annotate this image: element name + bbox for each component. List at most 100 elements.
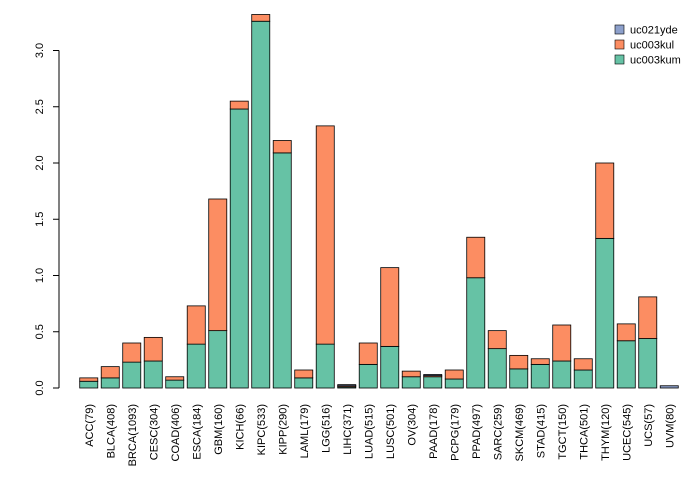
bar-uc003kum-16: [423, 376, 443, 389]
x-axis-labels: ACC(79) BLCA(408) BRCA(1093) CESC(304) COAD(…: [84, 404, 677, 466]
y-axis: 0.0 0.5 1.0 1.5 2.0 2.5 3.0: [34, 43, 60, 396]
y-tick-label: 3.0: [34, 43, 46, 58]
bar-uc003kul-7: [229, 100, 249, 110]
bar-uc021yde-27: [659, 385, 679, 389]
x-tick-label: ACC(79): [84, 404, 96, 447]
bar-uc003kul-14: [380, 267, 400, 347]
bar-uc003kul-20: [509, 354, 529, 370]
x-tick-label: ESCA(184): [191, 404, 203, 460]
y-tick-label: 2.5: [34, 99, 46, 114]
bar-uc003kul-21: [530, 358, 550, 365]
bar-uc003kum-8: [251, 20, 271, 389]
bar-uc003kum-11: [315, 343, 335, 389]
bar-uc003kul-15: [401, 370, 421, 378]
x-tick-label: SKCM(469): [514, 404, 526, 461]
x-tick-label: LAML(179): [299, 404, 311, 458]
bar-uc003kum-22: [552, 360, 572, 389]
x-tick-label: SARC(259): [492, 404, 504, 460]
bar-uc003kum-20: [509, 368, 529, 389]
bar-uc003kul-1: [100, 366, 120, 379]
x-tick-label: KIPP(290): [277, 404, 289, 455]
x-tick-label: PAAD(178): [428, 404, 440, 459]
x-tick-label: STAD(415): [535, 404, 547, 458]
bar-uc003kul-9: [272, 140, 292, 154]
x-tick-label: OV(304): [406, 404, 418, 446]
bar-uc003kul-6: [208, 198, 228, 332]
bar-uc003kum-21: [530, 363, 550, 389]
bars: [79, 14, 679, 389]
x-tick-label: KIPC(533): [256, 404, 268, 455]
bar-uc021yde-16: [423, 374, 443, 377]
x-tick-label: BLCA(408): [105, 404, 117, 458]
y-tick-label: 0.0: [34, 380, 46, 395]
x-tick-label: UCS(57): [643, 404, 655, 447]
bar-uc003kul-18: [466, 236, 486, 279]
bar-uc003kul-17: [444, 369, 464, 380]
x-tick-label: THYM(120): [600, 404, 612, 461]
y-tick-label: 1.5: [34, 212, 46, 227]
legend-label-uc021yde: uc021yde: [630, 25, 678, 37]
bar-uc003kum-17: [444, 378, 464, 389]
bar-uc003kum-2: [122, 361, 142, 389]
bar-uc003kul-26: [638, 296, 658, 339]
bar-uc003kul-22: [552, 324, 572, 362]
legend-swatch-uc021yde: [614, 24, 625, 35]
bar-uc003kum-1: [100, 377, 120, 389]
bar-uc003kul-24: [595, 162, 615, 239]
legend-label-uc003kul: uc003kul: [630, 40, 674, 52]
bar-uc003kul-19: [487, 330, 507, 350]
bar-uc003kum-18: [466, 277, 486, 389]
bar-uc003kum-19: [487, 348, 507, 389]
bar-uc003kum-14: [380, 345, 400, 389]
x-tick-label: THCA(501): [578, 404, 590, 460]
bar-uc003kul-4: [165, 376, 185, 381]
bar-uc003kul-11: [315, 125, 335, 345]
x-tick-label: CESC(304): [148, 404, 160, 460]
x-tick-label: UCEC(545): [621, 404, 633, 461]
bar-uc003kum-4: [165, 379, 185, 389]
x-tick-label: BRCA(1093): [127, 404, 139, 466]
y-tick-label: 0.5: [34, 324, 46, 339]
bar-uc003kul-13: [358, 342, 378, 365]
bar-uc003kul-3: [143, 336, 163, 362]
bar-uc003kum-23: [573, 369, 593, 389]
x-tick-label: PCPG(179): [449, 404, 461, 461]
x-tick-label: KICH(66): [234, 404, 246, 450]
bar-uc003kul-8: [251, 14, 271, 22]
x-tick-label: COAD(406): [170, 404, 182, 461]
bar-uc003kul-0: [79, 377, 99, 382]
x-tick-label: LGG(516): [320, 404, 332, 453]
bar-uc003kul-10: [294, 369, 314, 379]
bar-uc003kum-0: [79, 380, 99, 389]
legend-swatch-uc003kul: [614, 39, 625, 50]
x-tick-label: UVM(80): [664, 404, 676, 448]
legend-swatch-uc003kum: [614, 54, 625, 65]
bar-uc003kum-24: [595, 237, 615, 389]
bar-uc003kum-3: [143, 360, 163, 389]
bar-uc003kum-9: [272, 152, 292, 389]
x-tick-label: GBM(160): [213, 404, 225, 455]
bar-uc003kum-15: [401, 376, 421, 389]
y-tick-label: 2.0: [34, 155, 46, 170]
bar-uc003kul-23: [573, 358, 593, 371]
bar-uc003kum-26: [638, 338, 658, 389]
bar-uc003kum-13: [358, 363, 378, 389]
x-tick-label: TGCT(150): [557, 404, 569, 460]
x-tick-label: LUAD(515): [363, 404, 375, 459]
bar-uc003kum-10: [294, 377, 314, 389]
bar-uc003kum-25: [616, 340, 636, 389]
legend-label-uc003kum: uc003kum: [630, 55, 681, 67]
x-tick-label: LIHC(371): [342, 404, 354, 455]
y-tick-label: 1.0: [34, 268, 46, 283]
bar-uc003kul-5: [186, 305, 206, 345]
bar-uc003kum-7: [229, 108, 249, 389]
bar-uc021yde-12: [337, 384, 357, 387]
bar-uc003kul-25: [616, 323, 636, 342]
legend: uc021yde uc003kul uc003kum: [614, 24, 681, 67]
bar-uc003kum-5: [186, 343, 206, 389]
bar-uc003kul-2: [122, 342, 142, 363]
x-tick-label: LUSC(501): [385, 404, 397, 459]
x-tick-label: PPAD(497): [471, 404, 483, 459]
bar-uc003kum-6: [208, 330, 228, 389]
